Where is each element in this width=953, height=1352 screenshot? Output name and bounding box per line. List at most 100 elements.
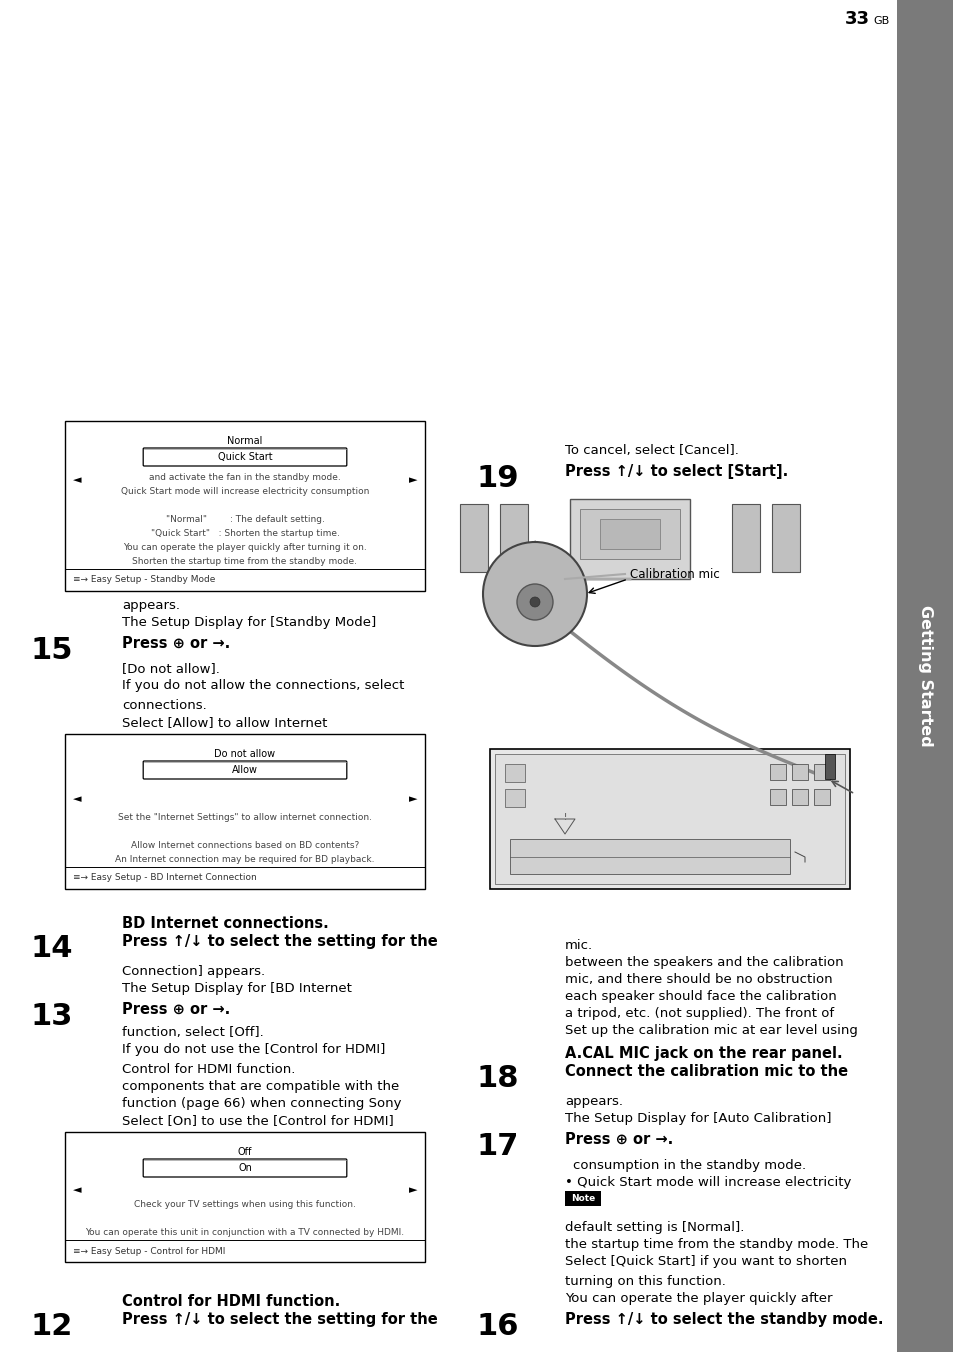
Bar [791,790,807,804]
Text: "Normal"        : The default setting.: "Normal" : The default setting. [166,515,324,525]
Text: ►: ► [408,794,416,804]
Bar [813,764,829,780]
Bar [490,749,849,890]
Text: 18: 18 [476,1064,519,1092]
Text: The Setup Display for [Standby Mode]: The Setup Display for [Standby Mode] [122,617,375,629]
Text: turning on this function.: turning on this function. [564,1275,725,1288]
Text: ◄: ◄ [73,476,81,485]
Text: Quick Start: Quick Start [217,452,272,462]
Text: Control for HDMI function.: Control for HDMI function. [122,1294,340,1309]
Text: function, select [Off].: function, select [Off]. [122,1026,263,1038]
Bar [499,504,527,572]
Text: function (page 66) when connecting Sony: function (page 66) when connecting Sony [122,1096,401,1110]
Text: 19: 19 [476,464,519,493]
Text: Select [Quick Start] if you want to shorten: Select [Quick Start] if you want to shor… [564,1255,846,1268]
Bar [731,504,760,572]
Text: ►: ► [408,1186,416,1195]
Bar [510,840,789,873]
Bar [495,754,844,884]
Text: ≡→ Easy Setup - BD Internet Connection: ≡→ Easy Setup - BD Internet Connection [73,873,256,883]
Text: Allow: Allow [232,765,257,775]
Text: Set the "Internet Settings" to allow internet connection.: Set the "Internet Settings" to allow int… [118,813,372,822]
Text: • Quick Start mode will increase electricity: • Quick Start mode will increase electri… [564,1176,850,1188]
Text: ◄: ◄ [73,1186,81,1195]
Text: consumption in the standby mode.: consumption in the standby mode. [573,1159,805,1172]
Text: mic, and there should be no obstruction: mic, and there should be no obstruction [564,973,832,986]
Text: A.CAL MIC jack on the rear panel.: A.CAL MIC jack on the rear panel. [564,1046,841,1061]
Text: Check your TV settings when using this function.: Check your TV settings when using this f… [134,1201,355,1209]
FancyBboxPatch shape [143,761,347,779]
Text: Getting Started: Getting Started [917,606,932,746]
Text: The Setup Display for [Auto Calibration]: The Setup Display for [Auto Calibration] [564,1111,831,1125]
Bar [564,1191,600,1206]
Text: 17: 17 [476,1132,518,1161]
Text: connections.: connections. [122,699,207,713]
Text: 14: 14 [30,934,72,963]
Text: Select [On] to use the [Control for HDMI]: Select [On] to use the [Control for HDMI… [122,1114,394,1128]
Text: Press ↑/↓ to select the setting for the: Press ↑/↓ to select the setting for the [122,934,437,949]
Text: Quick Start mode will increase electricity consumption: Quick Start mode will increase electrici… [121,487,369,496]
Text: BD Internet connections.: BD Internet connections. [122,917,329,932]
Bar [476,479,891,909]
Text: Press ↑/↓ to select [Start].: Press ↑/↓ to select [Start]. [564,464,787,479]
Text: components that are compatible with the: components that are compatible with the [122,1080,399,1092]
Text: Shorten the startup time from the standby mode.: Shorten the startup time from the standb… [132,557,357,566]
Text: a tripod, etc. (not supplied). The front of: a tripod, etc. (not supplied). The front… [564,1007,833,1019]
Text: appears.: appears. [564,1095,622,1109]
Text: ►: ► [408,476,416,485]
Text: To cancel, select [Cancel].: To cancel, select [Cancel]. [564,443,739,457]
Circle shape [482,542,586,646]
Text: Connection] appears.: Connection] appears. [122,965,265,977]
Text: The Setup Display for [BD Internet: The Setup Display for [BD Internet [122,982,352,995]
Text: !: ! [563,813,566,822]
Bar [504,790,524,807]
Text: You can operate this unit in conjunction with a TV connected by HDMI.: You can operate this unit in conjunction… [86,1228,404,1237]
Bar [771,504,800,572]
Text: Calibration mic: Calibration mic [629,568,719,580]
Text: Off: Off [237,1146,252,1157]
Text: Press ⊕ or →.: Press ⊕ or →. [564,1132,673,1146]
Text: If you do not use the [Control for HDMI]: If you do not use the [Control for HDMI] [122,1042,385,1056]
Text: Do not allow: Do not allow [214,749,275,758]
Text: mic.: mic. [564,940,593,952]
Text: default setting is [Normal].: default setting is [Normal]. [564,1221,743,1234]
Text: between the speakers and the calibration: between the speakers and the calibration [564,956,842,969]
Text: 16: 16 [476,1311,519,1341]
Text: An Internet connection may be required for BD playback.: An Internet connection may be required f… [115,854,375,864]
Bar [65,1132,424,1261]
Text: 33: 33 [844,9,869,28]
Bar [569,499,689,579]
FancyBboxPatch shape [143,1159,347,1178]
Text: each speaker should face the calibration: each speaker should face the calibration [564,990,836,1003]
Circle shape [517,584,553,621]
Text: Press ⊕ or →.: Press ⊕ or →. [122,635,230,652]
Bar [65,420,424,591]
Bar [459,504,488,572]
Text: GB: GB [872,16,888,26]
Text: Set up the calibration mic at ear level using: Set up the calibration mic at ear level … [564,1023,857,1037]
Text: Press ↑/↓ to select the standby mode.: Press ↑/↓ to select the standby mode. [564,1311,882,1328]
Text: Note: Note [570,1194,595,1203]
Text: Press ⊕ or →.: Press ⊕ or →. [122,1002,230,1017]
Text: 15: 15 [30,635,72,665]
Text: Normal: Normal [227,435,262,446]
Bar [65,734,424,890]
Bar [896,0,953,1352]
Bar [824,754,834,779]
Text: ≡→ Easy Setup - Standby Mode: ≡→ Easy Setup - Standby Mode [73,576,215,584]
Text: Press ↑/↓ to select the setting for the: Press ↑/↓ to select the setting for the [122,1311,437,1328]
Text: 12: 12 [30,1311,72,1341]
Text: ◄: ◄ [73,794,81,804]
Text: You can operate the player quickly after: You can operate the player quickly after [564,1293,832,1305]
Text: Select [Allow] to allow Internet: Select [Allow] to allow Internet [122,717,327,729]
Text: Control for HDMI function.: Control for HDMI function. [122,1063,295,1076]
Text: If you do not allow the connections, select: If you do not allow the connections, sel… [122,679,404,692]
Bar [769,790,785,804]
Bar [791,764,807,780]
Text: appears.: appears. [122,599,180,612]
Text: ≡→ Easy Setup - Control for HDMI: ≡→ Easy Setup - Control for HDMI [73,1247,225,1256]
Text: On: On [238,1163,252,1174]
Text: and activate the fan in the standby mode.: and activate the fan in the standby mode… [149,473,340,483]
Text: Connect the calibration mic to the: Connect the calibration mic to the [564,1064,847,1079]
FancyBboxPatch shape [143,448,347,466]
